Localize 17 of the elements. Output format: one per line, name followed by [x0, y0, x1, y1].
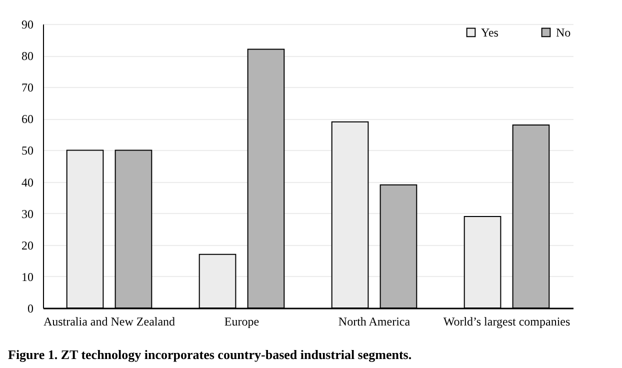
y-tick-label: 90	[22, 18, 34, 32]
x-tick-label: Europe	[224, 314, 260, 328]
legend-label: No	[556, 25, 571, 40]
y-tick-label: 0	[28, 302, 34, 316]
x-tick-label: North America	[338, 314, 411, 328]
y-tick-label: 20	[22, 238, 34, 252]
y-tick-label: 10	[22, 270, 34, 284]
y-tick-label: 70	[22, 80, 34, 95]
x-tick-label: Australia and New Zealand	[43, 314, 176, 328]
y-tick-label: 30	[22, 206, 34, 221]
x-tick-label: World’s largest companies	[443, 314, 570, 328]
y-tick-label: 60	[22, 112, 34, 126]
legend-label: Yes	[481, 25, 499, 40]
y-tick-label: 50	[22, 144, 34, 158]
y-tick-label: 80	[22, 49, 34, 64]
y-tick-label: 40	[22, 175, 34, 190]
text: Figure 1. ZT technology incorporates country-based industrial segments.	[8, 347, 412, 362]
